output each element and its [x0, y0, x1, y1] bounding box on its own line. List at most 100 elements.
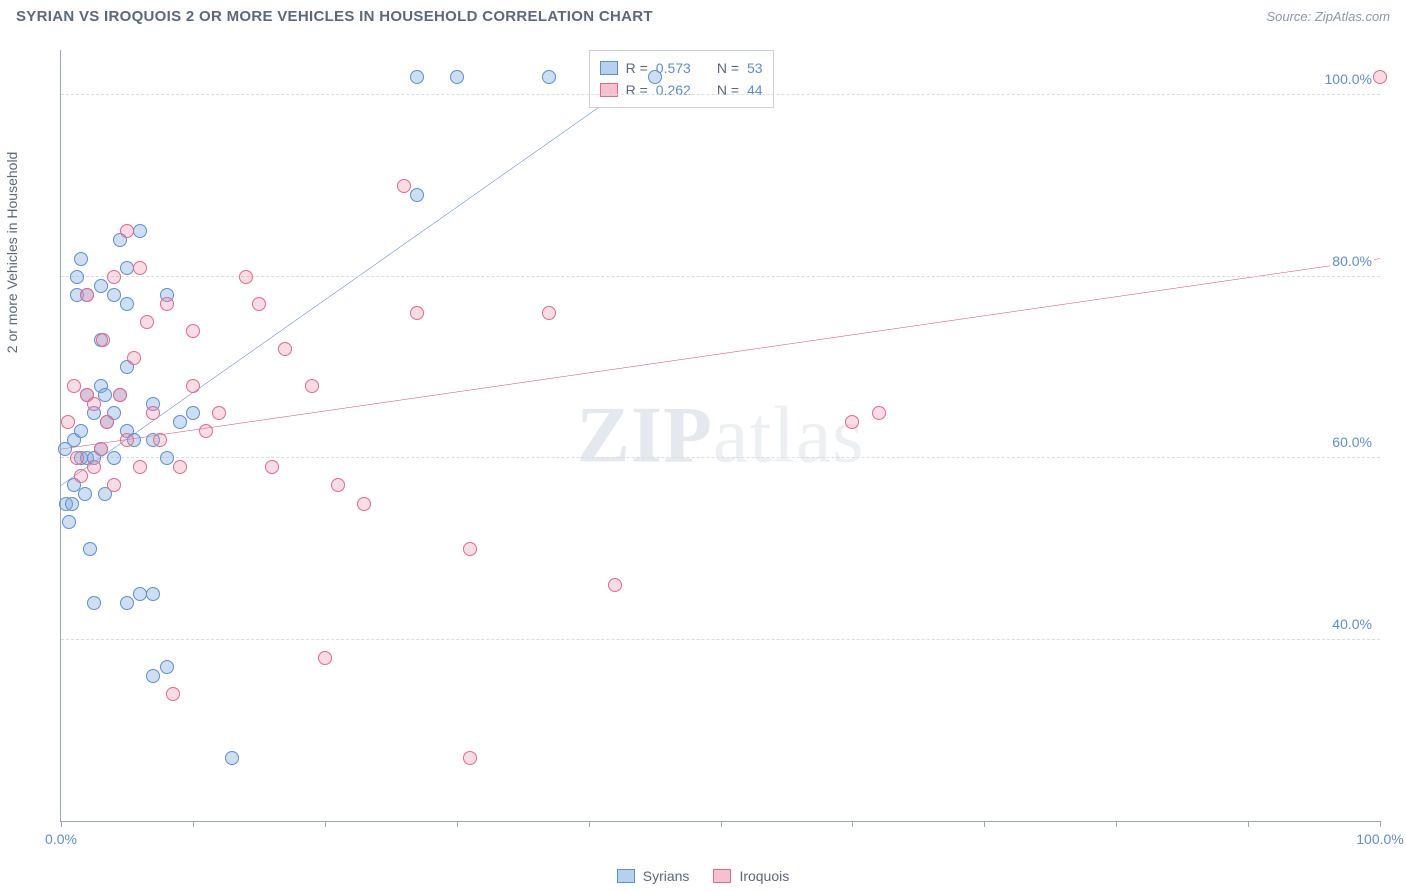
stats-legend: R =0.573N =53R =0.262N =44: [589, 50, 774, 108]
data-point: [80, 288, 94, 302]
data-point: [450, 70, 464, 84]
data-point: [70, 451, 84, 465]
data-point: [133, 261, 147, 275]
data-point: [357, 497, 371, 511]
data-point: [94, 279, 108, 293]
chart-title: SYRIAN VS IROQUOIS 2 OR MORE VEHICLES IN…: [16, 8, 653, 25]
source-attribution: Source: ZipAtlas.com: [1266, 9, 1390, 24]
data-point: [186, 406, 200, 420]
data-point: [173, 415, 187, 429]
data-point: [133, 460, 147, 474]
n-value: 44: [747, 79, 763, 101]
data-point: [74, 252, 88, 266]
n-value: 53: [747, 57, 763, 79]
data-point: [100, 415, 114, 429]
trend-line: [61, 259, 1380, 449]
data-point: [120, 224, 134, 238]
data-point: [94, 442, 108, 456]
x-tick: [589, 821, 590, 827]
legend-label: Iroquois: [739, 868, 789, 884]
data-point: [542, 70, 556, 84]
data-point: [410, 306, 424, 320]
series-legend: Syrians Iroquois: [0, 868, 1406, 884]
chart-container: 2 or more Vehicles in Household ZIPatlas…: [16, 40, 1390, 852]
r-value: 0.262: [656, 79, 691, 101]
n-label: N =: [717, 79, 739, 101]
n-label: N =: [717, 57, 739, 79]
data-point: [133, 587, 147, 601]
data-point: [96, 333, 110, 347]
legend-item: Iroquois: [713, 868, 789, 884]
data-point: [146, 669, 160, 683]
gridline: [61, 457, 1380, 458]
gridline: [61, 94, 1380, 95]
gridline: [61, 639, 1380, 640]
y-tick-label: 60.0%: [1330, 434, 1374, 450]
y-tick-label: 40.0%: [1330, 616, 1374, 632]
data-point: [542, 306, 556, 320]
data-point: [74, 424, 88, 438]
r-label: R =: [626, 57, 648, 79]
legend-swatch: [600, 61, 618, 75]
x-tick: [61, 821, 62, 827]
x-tick-label: 100.0%: [1354, 831, 1405, 847]
data-point: [239, 270, 253, 284]
data-point: [331, 478, 345, 492]
legend-swatch: [713, 869, 731, 883]
data-point: [120, 433, 134, 447]
data-point: [410, 70, 424, 84]
data-point: [127, 351, 141, 365]
x-tick: [984, 821, 985, 827]
data-point: [62, 515, 76, 529]
data-point: [107, 270, 121, 284]
stats-legend-row: R = 0.262 N = 44: [600, 79, 763, 101]
data-point: [120, 596, 134, 610]
data-point: [120, 261, 134, 275]
data-point: [70, 270, 84, 284]
data-point: [78, 487, 92, 501]
plot-area: ZIPatlas R =0.573N =53R =0.262N =44 40.0…: [60, 50, 1380, 822]
data-point: [199, 424, 213, 438]
data-point: [265, 460, 279, 474]
data-point: [87, 397, 101, 411]
data-point: [397, 179, 411, 193]
watermark: ZIPatlas: [577, 390, 865, 481]
data-point: [410, 188, 424, 202]
data-point: [67, 379, 81, 393]
data-point: [1373, 70, 1387, 84]
y-tick-label: 100.0%: [1323, 71, 1374, 87]
legend-item: Syrians: [617, 868, 690, 884]
data-point: [160, 660, 174, 674]
stats-legend-row: R =0.573N =53: [600, 57, 763, 79]
data-point: [186, 324, 200, 338]
data-point: [74, 469, 88, 483]
data-point: [225, 751, 239, 765]
data-point: [65, 497, 79, 511]
data-point: [107, 288, 121, 302]
data-point: [160, 451, 174, 465]
data-point: [87, 460, 101, 474]
data-point: [140, 315, 154, 329]
data-point: [278, 342, 292, 356]
x-tick: [721, 821, 722, 827]
data-point: [107, 451, 121, 465]
r-label: R =: [626, 79, 648, 101]
x-tick-label: 0.0%: [43, 831, 79, 847]
data-point: [107, 478, 121, 492]
data-point: [113, 388, 127, 402]
legend-label: Syrians: [643, 868, 690, 884]
data-point: [305, 379, 319, 393]
x-tick: [457, 821, 458, 827]
x-tick: [1248, 821, 1249, 827]
x-tick: [325, 821, 326, 827]
data-point: [648, 70, 662, 84]
data-point: [61, 415, 75, 429]
data-point: [153, 433, 167, 447]
data-point: [146, 587, 160, 601]
data-point: [166, 687, 180, 701]
x-tick: [1380, 821, 1381, 827]
data-point: [186, 379, 200, 393]
y-tick-label: 80.0%: [1330, 253, 1374, 269]
x-tick: [1116, 821, 1117, 827]
data-point: [83, 542, 97, 556]
